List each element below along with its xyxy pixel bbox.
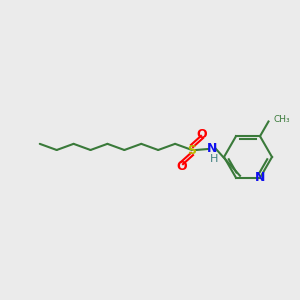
Text: O: O [197,128,207,140]
Text: H: H [210,154,218,164]
Text: S: S [188,143,196,157]
Text: O: O [177,160,187,172]
Text: N: N [255,171,265,184]
Text: CH₃: CH₃ [274,115,290,124]
Text: N: N [207,142,217,155]
